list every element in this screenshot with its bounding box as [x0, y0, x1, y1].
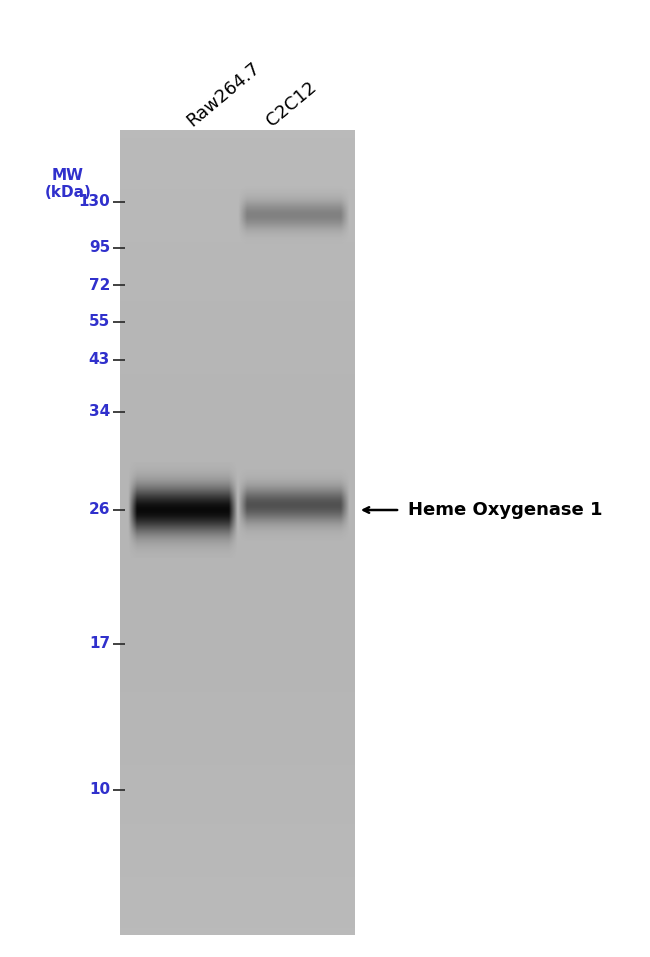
Text: 72: 72 — [88, 278, 110, 293]
Text: 34: 34 — [89, 405, 110, 419]
Text: MW
(kDa): MW (kDa) — [45, 168, 92, 200]
Text: 10: 10 — [89, 783, 110, 797]
Text: 43: 43 — [89, 352, 110, 367]
Text: 130: 130 — [78, 194, 110, 210]
Text: 17: 17 — [89, 636, 110, 652]
Text: Raw264.7: Raw264.7 — [183, 58, 264, 130]
Text: 26: 26 — [88, 502, 110, 518]
Text: C2C12: C2C12 — [263, 78, 320, 130]
Text: 55: 55 — [89, 315, 110, 329]
Text: Heme Oxygenase 1: Heme Oxygenase 1 — [408, 501, 603, 519]
Text: 95: 95 — [89, 240, 110, 256]
